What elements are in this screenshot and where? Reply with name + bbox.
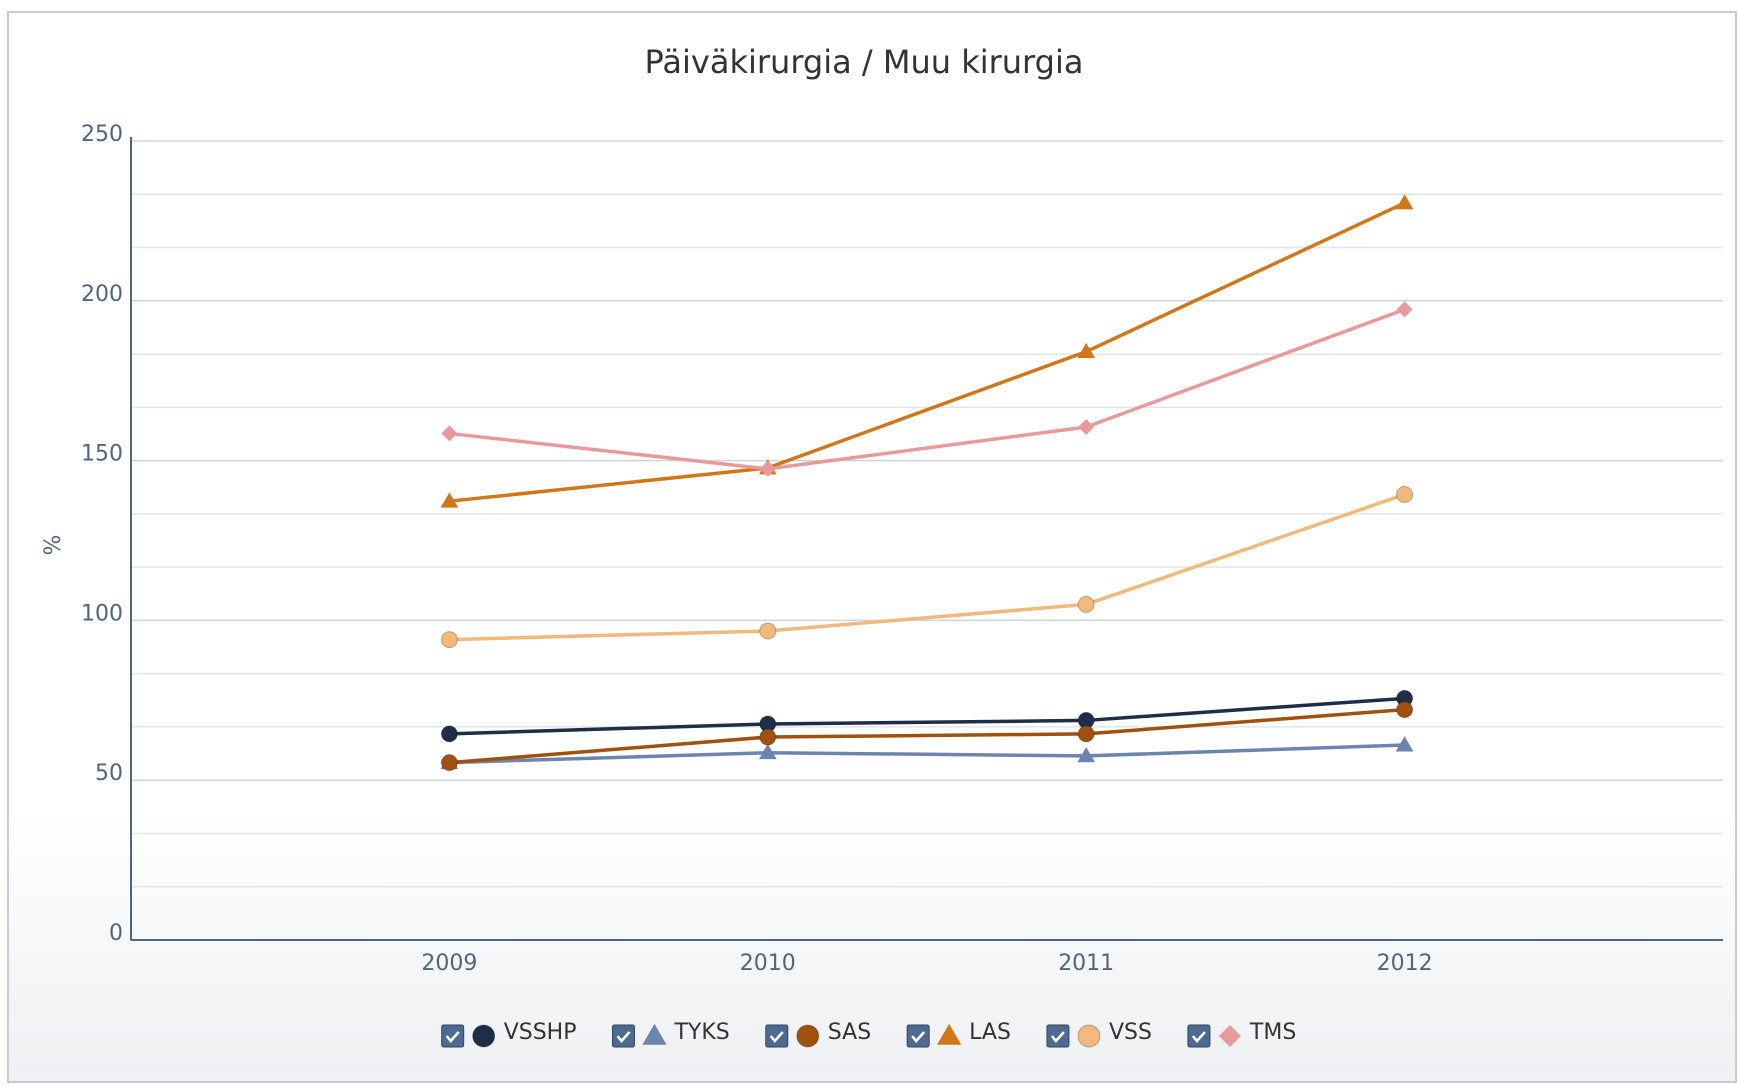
marker [796,1024,820,1048]
y-tick-label: 250 [81,122,123,147]
legend-checkbox[interactable] [1046,1024,1070,1048]
chart-title: Päiväkirurgia / Muu kirurgia [645,43,1084,81]
series-line [449,201,1406,503]
legend-item[interactable]: TYKS [611,1020,730,1048]
marker [1395,736,1414,752]
series-line [449,743,1405,765]
legend-checkmark [445,1031,460,1043]
legend-checkmark [616,1031,631,1043]
legend-item[interactable]: SAS [765,1020,871,1048]
legend-checkmark [1050,1031,1065,1043]
series-line [449,707,1405,765]
x-tick-label: 2009 [421,951,477,976]
marker [440,492,459,508]
legend-label: TYKS [673,1020,729,1045]
marker [472,1024,496,1048]
legend-checkbox[interactable] [765,1024,789,1048]
marker [642,1023,667,1045]
marker [440,631,458,649]
legend: VSSHP TYKS SAS LAS VSS TMS [441,1020,1296,1048]
marker [1396,485,1414,503]
y-tick-label: 200 [81,282,123,307]
legend-checkbox[interactable] [441,1024,465,1048]
legend-label: LAS [969,1020,1011,1045]
legend-item[interactable]: LAS [906,1020,1011,1048]
legend-label: VSS [1109,1020,1152,1045]
marker [937,1023,962,1045]
legend-checkbox[interactable] [906,1024,930,1048]
marker [1396,701,1414,719]
marker [1077,595,1095,613]
legend-item[interactable]: VSSHP [441,1020,577,1048]
legend-item[interactable]: VSS [1046,1020,1152,1048]
x-tick-label: 2010 [740,951,796,976]
marker [759,743,777,760]
legend-item[interactable]: TMS [1187,1020,1296,1048]
marker [759,622,777,640]
legend-checkmark [1191,1031,1206,1043]
series-line [449,696,1405,736]
legend-label: VSSHP [504,1020,577,1045]
marker [1077,747,1095,763]
series-line [449,307,1406,471]
plot-area: 0 50 100 150 200 250 2009 2010 2011 2012 [81,122,1723,976]
chart-frame [7,11,1737,1083]
y-tick-label: 0 [109,921,123,946]
legend-checkmark [769,1031,784,1043]
legend-label: SAS [828,1020,871,1045]
marker [1077,1024,1101,1048]
y-tick-label: 50 [95,761,123,786]
marker [759,460,776,477]
legend-checkbox[interactable] [611,1024,635,1048]
legend-checkmark [911,1031,926,1043]
marker [1218,1025,1241,1047]
y-tick-label: 100 [81,601,123,626]
marker [1077,342,1095,359]
series-line [449,492,1406,642]
legend-label: TMS [1249,1020,1296,1045]
marker [441,425,458,442]
legend-checkbox[interactable] [1187,1024,1211,1048]
x-tick-label: 2011 [1058,951,1114,976]
x-tick-label: 2012 [1377,951,1433,976]
marker [1078,419,1095,436]
marker [1077,725,1095,743]
y-tick-label: 150 [81,442,123,467]
marker [1396,301,1413,318]
marker [440,725,458,743]
marker [440,754,458,772]
y-axis-label: % [41,535,66,556]
marker [1395,194,1414,210]
marker [759,728,777,746]
